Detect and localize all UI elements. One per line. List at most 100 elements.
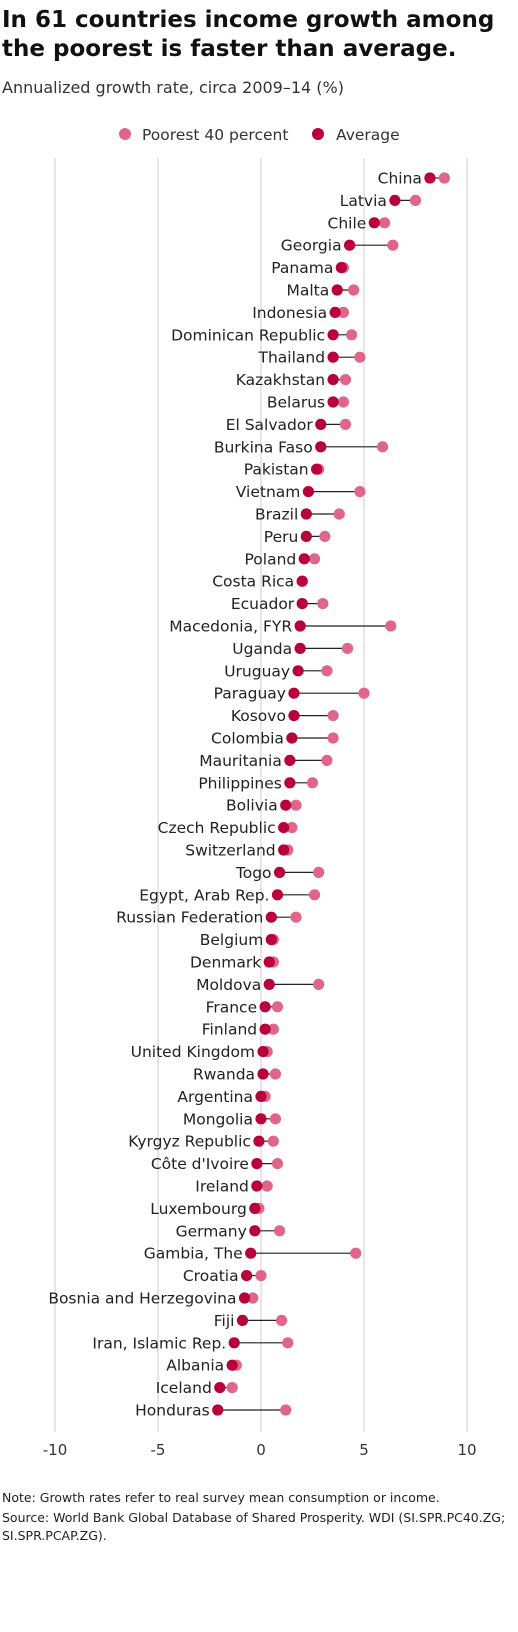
average-point <box>278 822 290 834</box>
average-point <box>212 1404 224 1416</box>
country-label: Denmark <box>190 954 261 972</box>
average-point <box>298 553 310 565</box>
average-point <box>271 889 284 901</box>
country-label: Luxembourg <box>150 1200 247 1218</box>
x-tick-label: 5 <box>359 1441 369 1459</box>
poorest-point <box>247 1292 259 1304</box>
poorest-point <box>387 239 399 251</box>
country-label: Russian Federation <box>116 909 263 927</box>
country-label: Malta <box>286 282 329 300</box>
row-poland: Poland <box>245 550 321 568</box>
row-mauritania: Mauritania <box>199 752 333 770</box>
row-peru: Peru <box>264 528 331 546</box>
average-point <box>327 351 339 363</box>
country-label: Rwanda <box>193 1066 255 1084</box>
average-point <box>296 575 308 587</box>
row-uganda: Uganda <box>232 640 354 658</box>
average-point <box>302 486 314 498</box>
average-point <box>238 1292 251 1304</box>
country-label: Fiji <box>214 1312 235 1330</box>
dumbbell-chart: Poorest 40 percent Average ChinaLatviaChi… <box>43 126 477 1459</box>
country-label: China <box>378 170 422 188</box>
country-label: Finland <box>202 1021 257 1039</box>
average-point <box>228 1337 240 1349</box>
row-egypt-arab-rep: Egypt, Arab Rep. <box>139 886 321 904</box>
poorest-point <box>255 1270 267 1282</box>
legend-marker-average <box>312 128 324 140</box>
average-point <box>294 620 306 632</box>
chart-title: In 61 countries income growth among the … <box>2 7 495 62</box>
x-tick-label: -10 <box>43 1441 68 1459</box>
country-label: Kazakhstan <box>236 371 325 389</box>
poorest-point <box>280 1404 292 1416</box>
row-paraguay: Paraguay <box>214 685 370 703</box>
average-point <box>257 1046 269 1058</box>
average-point <box>280 799 292 811</box>
average-point <box>335 262 347 274</box>
poorest-point <box>385 620 397 632</box>
x-axis: -10 -5 0 5 10 <box>43 1441 477 1459</box>
poorest-point <box>327 732 339 744</box>
average-point <box>294 642 306 655</box>
country-label: Ireland <box>195 1178 249 1196</box>
legend-label-average: Average <box>336 126 400 144</box>
country-label: Chile <box>328 214 367 232</box>
country-label: Egypt, Arab Rep. <box>139 886 269 904</box>
poorest-point <box>333 508 345 520</box>
average-point <box>296 598 308 610</box>
country-label: Indonesia <box>252 304 327 322</box>
country-label: Colombia <box>211 730 284 748</box>
row-panama: Panama <box>271 259 349 277</box>
average-point <box>327 396 339 408</box>
average-point <box>245 1247 257 1259</box>
country-label: Bolivia <box>226 797 278 815</box>
average-point <box>249 1202 261 1214</box>
row-georgia: Georgia <box>281 237 399 255</box>
country-label: United Kingdom <box>131 1043 255 1061</box>
poorest-point <box>271 1001 284 1013</box>
country-label: Switzerland <box>185 842 275 860</box>
country-label: Dominican Republic <box>171 326 325 344</box>
row-moldova: Moldova <box>196 976 325 994</box>
x-tick-label: -5 <box>151 1441 166 1459</box>
poorest-point <box>337 396 349 408</box>
average-point <box>255 1113 267 1125</box>
grid-layer <box>54 158 468 1432</box>
country-label: El Salvador <box>226 416 314 434</box>
average-point <box>259 1023 271 1035</box>
poorest-point <box>276 1314 288 1326</box>
average-point <box>315 441 327 453</box>
poorest-point <box>290 911 302 923</box>
average-point <box>331 284 343 296</box>
country-label: Brazil <box>255 506 298 524</box>
average-point <box>311 463 323 475</box>
row-switzerland: Switzerland <box>185 842 294 860</box>
country-label: Macedonia, FYR <box>169 618 292 636</box>
row-indonesia: Indonesia <box>252 304 349 322</box>
poorest-point <box>341 642 354 655</box>
row-croatia: Croatia <box>183 1267 267 1285</box>
row-russian-federation: Russian Federation <box>116 909 302 927</box>
data-layer: China Latvia Chile Georgia Panama Malta Indone… <box>48 170 450 1420</box>
row-china: China <box>378 170 450 188</box>
poorest-point <box>339 374 352 386</box>
poorest-point <box>308 889 321 901</box>
average-point <box>343 239 356 251</box>
average-point <box>259 1001 271 1013</box>
country-label: Georgia <box>281 237 342 255</box>
country-label: Peru <box>264 528 299 546</box>
poorest-point <box>269 1068 282 1080</box>
row-belgium: Belgium <box>200 931 279 949</box>
chart-subtitle: Annualized growth rate, circa 2009–14 (%… <box>2 78 344 97</box>
country-label: France <box>206 998 258 1016</box>
country-label: Albania <box>166 1357 224 1375</box>
poorest-point <box>267 1135 279 1147</box>
poorest-point <box>271 1158 284 1170</box>
average-point <box>288 710 300 722</box>
row-pakistan: Pakistan <box>244 461 325 479</box>
row-colombia: Colombia <box>211 730 339 748</box>
poorest-point <box>269 1113 282 1125</box>
average-point <box>300 508 312 520</box>
average-point <box>226 1359 238 1371</box>
row-rwanda: Rwanda <box>193 1066 282 1084</box>
